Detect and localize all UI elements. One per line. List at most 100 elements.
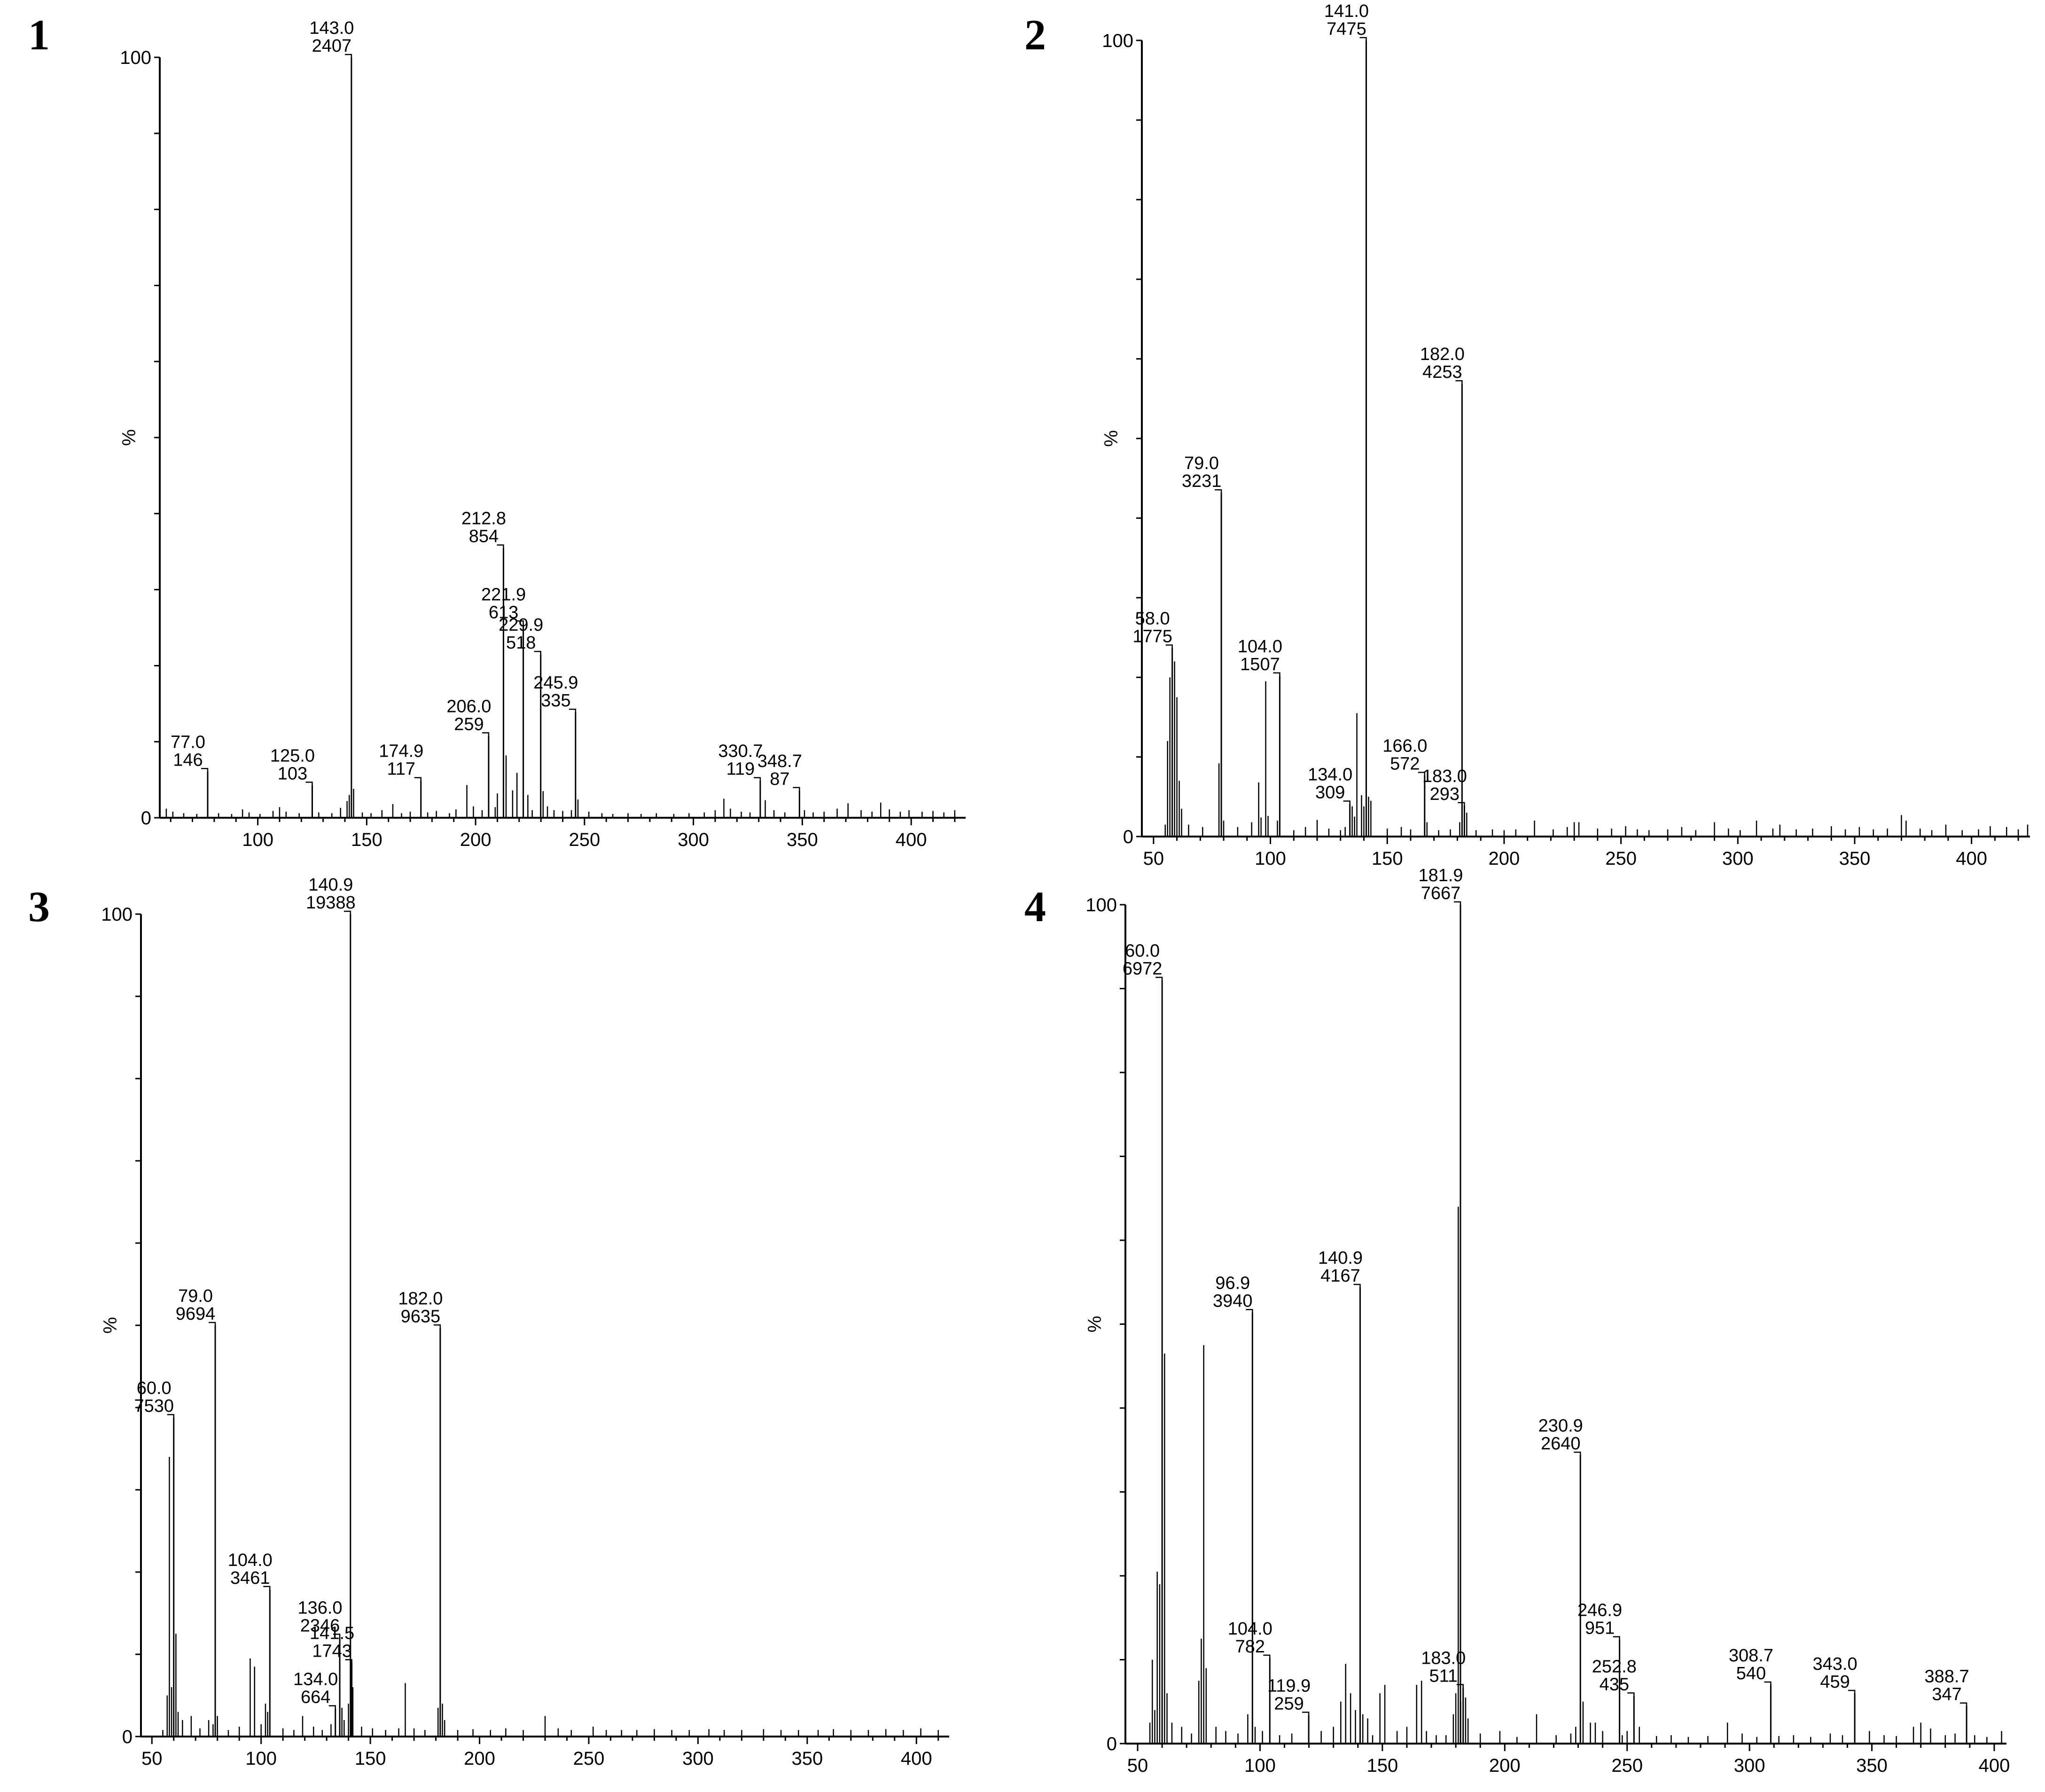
peak-leader bbox=[433, 1324, 441, 1328]
peak-intensity-label: 9635 bbox=[401, 1307, 441, 1326]
peak-leader bbox=[209, 1322, 216, 1325]
y-tick-label: 0 bbox=[122, 1727, 133, 1747]
x-tick-label: 200 bbox=[1489, 848, 1520, 869]
x-tick-label: 100 bbox=[1255, 848, 1286, 869]
peak-intensity-label: 6972 bbox=[1123, 959, 1163, 979]
peak-mz-label: 125.0 bbox=[270, 746, 315, 766]
peak-mz-label: 140.9 bbox=[308, 875, 353, 895]
peak-leader bbox=[1246, 1309, 1253, 1313]
x-tick-label: 400 bbox=[896, 829, 927, 850]
peak-mz-label: 183.0 bbox=[1421, 1648, 1466, 1668]
peak-intensity-label: 1775 bbox=[1132, 627, 1172, 647]
y-axis-label: % bbox=[1101, 430, 1122, 447]
peak-intensity-label: 435 bbox=[1600, 1675, 1629, 1694]
peak-intensity-label: 4167 bbox=[1320, 1266, 1360, 1286]
x-tick-label: 300 bbox=[678, 829, 709, 850]
peak-intensity-label: 3231 bbox=[1182, 471, 1222, 491]
x-tick-label: 300 bbox=[1722, 848, 1754, 869]
peak-intensity-label: 951 bbox=[1585, 1619, 1615, 1638]
peak-mz-label: 308.7 bbox=[1729, 1646, 1773, 1666]
peak-intensity-label: 146 bbox=[173, 750, 203, 770]
y-axis-label: % bbox=[100, 1317, 121, 1334]
x-tick-label: 50 bbox=[1143, 848, 1164, 869]
panel-number: 4 bbox=[1024, 883, 1046, 931]
peak-mz-label: 77.0 bbox=[171, 732, 205, 752]
peak-intensity-label: 7667 bbox=[1421, 884, 1461, 903]
peak-leader bbox=[344, 54, 352, 57]
peak-intensity-label: 103 bbox=[278, 764, 307, 783]
peak-leader bbox=[1359, 37, 1367, 40]
peak-mz-label: 229.9 bbox=[499, 615, 543, 635]
panel-number: 1 bbox=[28, 11, 50, 59]
x-tick-label: 150 bbox=[355, 1748, 386, 1769]
peak-intensity-label: 7475 bbox=[1327, 19, 1366, 39]
peak-leader bbox=[1263, 1654, 1271, 1658]
peak-intensity-label: 259 bbox=[454, 714, 484, 734]
peak-intensity-label: 2346 bbox=[300, 1616, 340, 1635]
peak-mz-label: 388.7 bbox=[1925, 1667, 1969, 1687]
peak-mz-label: 136.0 bbox=[297, 1598, 342, 1618]
x-tick-label: 150 bbox=[1367, 1755, 1398, 1776]
peak-leader bbox=[305, 782, 313, 785]
peak-leader bbox=[343, 910, 351, 914]
peak-mz-label: 141.0 bbox=[1324, 1, 1369, 21]
y-axis-label: % bbox=[1085, 1316, 1105, 1333]
peak-leader bbox=[1454, 901, 1461, 905]
peak-mz-label: 183.0 bbox=[1422, 767, 1467, 786]
peak-intensity-label: 664 bbox=[301, 1688, 330, 1707]
x-tick-label: 350 bbox=[787, 829, 818, 850]
x-tick-label: 250 bbox=[569, 829, 600, 850]
x-tick-label: 100 bbox=[242, 829, 273, 850]
peak-mz-label: 143.0 bbox=[309, 18, 354, 38]
peak-leader bbox=[201, 768, 209, 772]
peak-mz-label: 119.9 bbox=[1267, 1676, 1311, 1696]
peak-leader bbox=[534, 650, 541, 655]
peak-mz-label: 252.8 bbox=[1592, 1657, 1637, 1676]
x-tick-label: 200 bbox=[1489, 1755, 1521, 1776]
peak-mz-label: 58.0 bbox=[1135, 609, 1170, 629]
x-tick-label: 100 bbox=[1244, 1755, 1276, 1776]
peak-leader bbox=[569, 708, 577, 712]
peak-mz-label: 104.0 bbox=[228, 1550, 273, 1570]
peak-intensity-label: 347 bbox=[1932, 1685, 1961, 1705]
peak-mz-label: 181.9 bbox=[1418, 866, 1463, 885]
peak-mz-label: 104.0 bbox=[1228, 1619, 1272, 1639]
peak-intensity-label: 19388 bbox=[306, 893, 356, 913]
peak-mz-label: 212.8 bbox=[461, 509, 506, 529]
x-tick-label: 350 bbox=[791, 1748, 823, 1769]
peak-leader bbox=[793, 787, 800, 790]
peak-leader bbox=[1960, 1702, 1967, 1706]
peak-leader bbox=[1574, 1451, 1581, 1455]
y-tick-label: 100 bbox=[101, 904, 133, 925]
peak-mz-label: 60.0 bbox=[1125, 941, 1160, 961]
y-tick-label: 0 bbox=[1107, 1734, 1117, 1754]
peak-leader bbox=[414, 777, 422, 781]
peak-intensity-label: 309 bbox=[1315, 783, 1345, 803]
peak-mz-label: 166.0 bbox=[1382, 736, 1427, 756]
x-tick-label: 300 bbox=[682, 1748, 714, 1769]
peak-mz-label: 141.5 bbox=[310, 1624, 354, 1643]
peak-intensity-label: 4253 bbox=[1422, 362, 1462, 382]
peak-mz-label: 182.0 bbox=[398, 1289, 443, 1308]
peak-mz-label: 174.9 bbox=[379, 742, 423, 761]
peak-leader bbox=[345, 1659, 352, 1663]
peak-intensity-label: 7530 bbox=[134, 1396, 174, 1416]
x-tick-label: 150 bbox=[1372, 848, 1403, 869]
peak-mz-label: 246.9 bbox=[1577, 1601, 1622, 1620]
x-tick-label: 50 bbox=[141, 1748, 163, 1769]
x-tick-label: 100 bbox=[245, 1748, 277, 1769]
peak-leader bbox=[1848, 1690, 1856, 1693]
peak-mz-label: 79.0 bbox=[1184, 454, 1219, 473]
peak-leader bbox=[1764, 1681, 1772, 1685]
peak-mz-label: 96.9 bbox=[1215, 1274, 1250, 1293]
peak-intensity-label: 782 bbox=[1235, 1637, 1265, 1657]
peak-intensity-label: 459 bbox=[1820, 1672, 1850, 1692]
peak-leader bbox=[482, 732, 490, 736]
peak-intensity-label: 613 bbox=[489, 603, 518, 622]
peak-intensity-label: 2640 bbox=[1541, 1434, 1581, 1454]
x-tick-label: 400 bbox=[901, 1748, 932, 1769]
